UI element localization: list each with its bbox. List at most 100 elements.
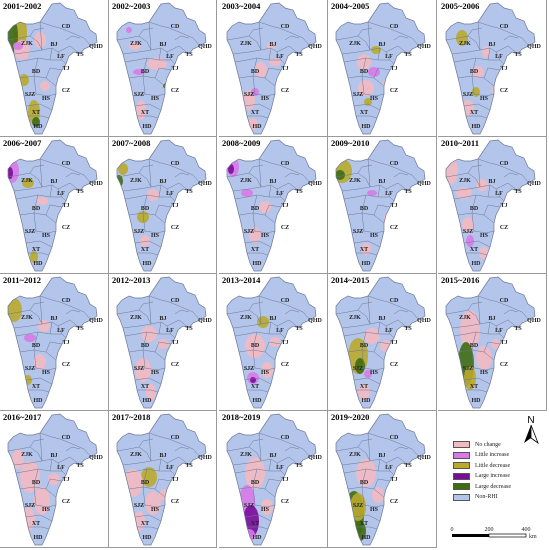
legend-label: Large increase — [475, 473, 511, 479]
city-label: QHD — [417, 44, 431, 50]
change-patch-purple — [228, 164, 234, 174]
region-outline — [116, 413, 207, 546]
change-patch-pink — [20, 461, 40, 493]
map-panel: CD ZJK QHD BJ LF TS TJ BD CZ SJZ HS XT HD 2018~2019 — [219, 411, 328, 548]
north-arrow: N — [519, 414, 543, 449]
admin-boundary — [148, 295, 201, 321]
city-label: TJ — [281, 66, 288, 72]
admin-boundary — [347, 212, 385, 224]
change-patch-pink — [245, 334, 265, 358]
admin-boundary — [142, 212, 146, 232]
city-label: BJ — [269, 316, 276, 322]
admin-boundary — [357, 164, 373, 174]
admin-boundary — [39, 295, 92, 321]
admin-boundary — [503, 35, 519, 41]
legend-item: Little increase — [453, 451, 509, 460]
city-label: XT — [360, 110, 368, 116]
admin-boundary — [367, 432, 371, 462]
legend-swatch — [453, 451, 470, 459]
city-label: CD — [62, 24, 71, 30]
change-patch-lavender — [241, 189, 253, 197]
city-label: BD — [141, 69, 150, 75]
legend-item: Little decrease — [453, 461, 510, 470]
admin-boundary — [122, 323, 152, 329]
change-patch-pink — [34, 32, 46, 48]
city-label: HD — [362, 124, 372, 130]
city-label: LF — [385, 54, 393, 60]
admin-boundary — [148, 21, 152, 51]
admin-boundary — [174, 309, 190, 315]
admin-boundary — [57, 456, 81, 466]
admin-boundary — [487, 184, 491, 198]
admin-boundary — [367, 21, 371, 51]
admin-boundary — [457, 349, 495, 361]
admin-boundary — [252, 212, 256, 232]
admin-boundary — [252, 75, 256, 95]
admin-boundary — [134, 514, 162, 522]
city-label: TS — [295, 463, 303, 469]
legend-item: Large decrease — [453, 482, 511, 491]
city-label: CZ — [500, 225, 508, 231]
city-label: HS — [261, 233, 270, 239]
admin-boundary — [247, 389, 269, 393]
admin-boundary — [367, 432, 420, 458]
admin-boundary — [477, 158, 530, 184]
city-label: XT — [251, 521, 259, 527]
change-patch-pink — [129, 42, 141, 50]
city-label: QHD — [527, 44, 541, 50]
admin-boundary — [252, 486, 256, 506]
city-label: TS — [514, 326, 522, 332]
admin-boundary — [122, 460, 152, 466]
city-label: SJZ — [353, 92, 363, 98]
admin-boundary — [367, 21, 420, 47]
city-label: BD — [141, 343, 150, 349]
admin-boundary — [461, 367, 495, 371]
admin-boundary — [65, 446, 81, 452]
legend: N No change Little increase Little decreas… — [437, 412, 549, 550]
admin-boundary — [158, 321, 162, 335]
admin-boundary — [268, 321, 272, 335]
map-panel: CD ZJK QHD BJ LF TS TJ BD CZ SJZ HS XT HD 2016~2017 — [0, 411, 109, 548]
change-patch-pink — [255, 62, 267, 78]
city-label: LF — [385, 465, 393, 471]
map-panel: CD ZJK QHD BJ LF TS TJ BD CZ SJZ HS XT HD 2007~2008 — [109, 137, 217, 274]
change-patch-pink — [361, 243, 371, 255]
city-label: BD — [32, 206, 41, 212]
change-patch-olive — [364, 98, 372, 106]
city-label: ZJK — [130, 178, 142, 184]
change-patch-pink — [40, 81, 50, 91]
city-label: ZJK — [459, 315, 471, 321]
city-label: TS — [514, 52, 522, 58]
map-panel: CD ZJK QHD BJ LF TS TJ BD CZ SJZ HS XT HD 2004~2005 — [328, 0, 437, 137]
admin-boundary — [258, 295, 311, 321]
city-label: XT — [32, 384, 40, 390]
admin-boundary — [29, 27, 45, 37]
admin-boundary — [39, 432, 43, 462]
admin-boundary — [373, 478, 391, 490]
city-label: SJZ — [25, 229, 35, 235]
city-label: CZ — [171, 225, 179, 231]
admin-boundary — [132, 93, 166, 97]
admin-boundary — [45, 478, 63, 490]
admin-boundary — [128, 486, 166, 498]
admin-boundary — [341, 460, 371, 466]
admin-boundary — [377, 47, 381, 61]
admin-boundary — [142, 468, 148, 488]
city-label: QHD — [308, 318, 322, 324]
admin-boundary — [65, 35, 81, 41]
panel-title: 2012~2013 — [112, 275, 151, 285]
admin-boundary — [247, 115, 269, 119]
admin-boundary — [276, 182, 300, 192]
city-label: TS — [404, 326, 412, 332]
legend-item: Non-RHI — [453, 493, 498, 502]
admin-boundary — [19, 486, 57, 498]
admin-boundary — [351, 367, 385, 371]
admin-boundary — [148, 21, 201, 47]
admin-boundary — [367, 295, 420, 321]
admin-boundary — [39, 158, 92, 184]
city-label: QHD — [417, 318, 431, 324]
